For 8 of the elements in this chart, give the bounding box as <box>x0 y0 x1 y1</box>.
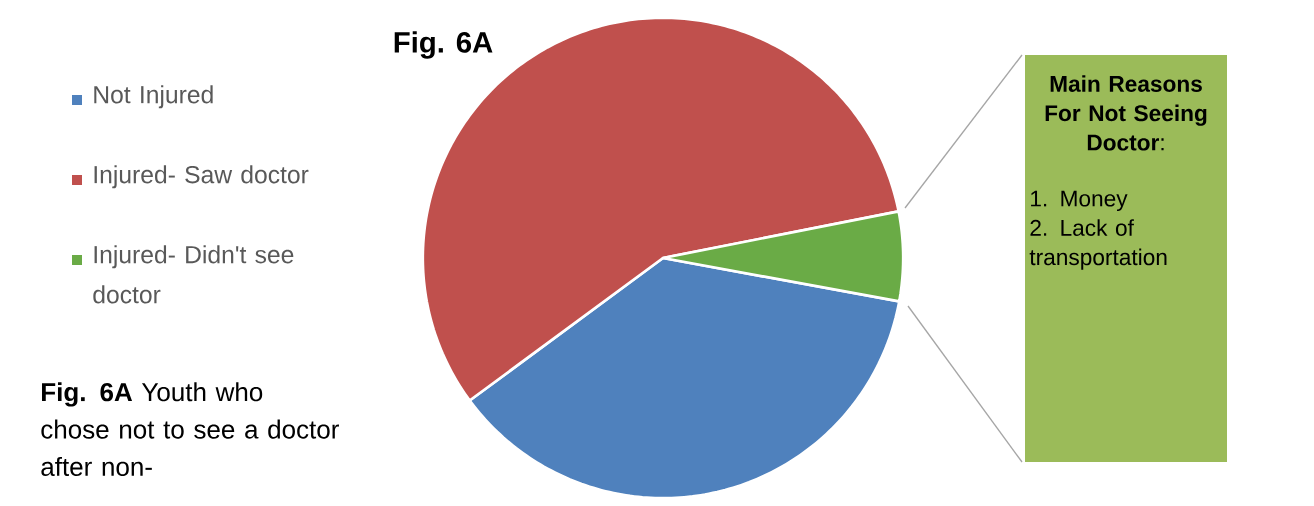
text: 1. Money <box>1031 190 1128 212</box>
legend-label: Not Injured <box>94 85 213 109</box>
legend-label: Injured- Didn't see doctor <box>93 245 294 304</box>
legend-label: Injured- Saw doctor <box>94 165 309 189</box>
chart-title: Fig. 6A <box>394 31 493 59</box>
text: Fig. 6A Youth who chose not to see a doctor after non- <box>41 382 339 477</box>
text: 2. Lack of transportation <box>1029 219 1167 270</box>
text: Main Reasons For Not Seeing Doctor: <box>1045 75 1207 151</box>
